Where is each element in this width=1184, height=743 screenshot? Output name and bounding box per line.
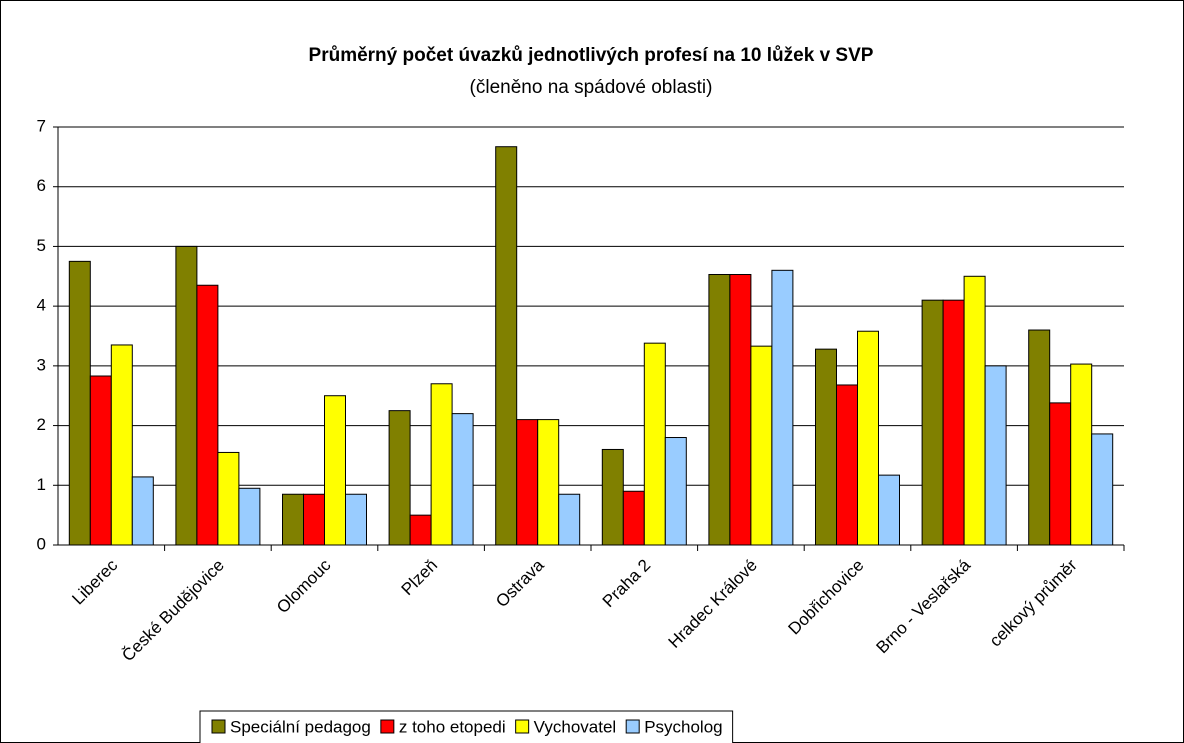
chart-subtitle: (členěno na spádové oblasti) bbox=[470, 77, 713, 98]
bar bbox=[750, 345, 773, 546]
bar bbox=[89, 375, 112, 546]
y-tick-label: 1 bbox=[37, 475, 46, 494]
bar bbox=[1049, 402, 1072, 546]
bar bbox=[131, 476, 154, 546]
bar bbox=[175, 245, 198, 546]
y-tick-label: 6 bbox=[37, 176, 46, 195]
bar bbox=[857, 330, 879, 546]
bar bbox=[984, 365, 1007, 546]
bar bbox=[664, 437, 687, 546]
bar bbox=[68, 260, 91, 546]
bar bbox=[771, 269, 794, 546]
y-tick-label: 7 bbox=[37, 116, 46, 135]
chart-title: Průměrný počet úvazků jednotlivých profe… bbox=[309, 45, 874, 66]
bar bbox=[1070, 363, 1093, 546]
y-tick-label: 0 bbox=[37, 534, 46, 553]
y-tick-label: 4 bbox=[37, 296, 46, 315]
bar bbox=[516, 419, 539, 546]
legend-box bbox=[199, 710, 734, 743]
bar bbox=[430, 383, 453, 546]
legend: Speciální pedagog z toho etopedi Vychovate… bbox=[199, 710, 734, 743]
bar bbox=[324, 395, 346, 546]
bar bbox=[729, 273, 752, 546]
y-tick-label: 3 bbox=[37, 355, 46, 374]
bar bbox=[622, 490, 645, 546]
legend-swatch bbox=[211, 719, 226, 734]
legend-label: z toho etopedi bbox=[399, 717, 506, 736]
bar bbox=[388, 410, 411, 546]
legend-label: Vychovatel bbox=[534, 717, 617, 736]
bar bbox=[345, 493, 367, 546]
bar bbox=[495, 146, 518, 546]
bar bbox=[708, 273, 731, 546]
bar bbox=[409, 514, 432, 546]
bar bbox=[836, 384, 858, 546]
bar bbox=[196, 284, 219, 546]
y-tick-label: 2 bbox=[37, 415, 46, 434]
bar bbox=[1091, 433, 1114, 546]
bar bbox=[238, 487, 261, 546]
y-tick-label: 5 bbox=[37, 236, 46, 255]
bar bbox=[815, 348, 837, 546]
bar bbox=[558, 493, 581, 546]
bar bbox=[451, 413, 474, 546]
legend-swatch bbox=[515, 719, 530, 734]
bar bbox=[601, 448, 624, 546]
bar bbox=[110, 344, 133, 546]
bar bbox=[282, 493, 304, 546]
legend-swatch bbox=[625, 719, 640, 734]
legend-label: Psycholog bbox=[644, 717, 722, 736]
bar bbox=[217, 451, 240, 546]
bar bbox=[537, 419, 560, 546]
bar bbox=[921, 299, 944, 546]
bar bbox=[963, 275, 986, 546]
legend-label: Speciální pedagog bbox=[230, 717, 371, 736]
bar bbox=[942, 299, 965, 546]
bar bbox=[643, 342, 666, 546]
legend-swatch bbox=[380, 719, 395, 734]
bar bbox=[303, 493, 325, 546]
bar bbox=[1028, 329, 1051, 546]
bar bbox=[878, 474, 900, 546]
